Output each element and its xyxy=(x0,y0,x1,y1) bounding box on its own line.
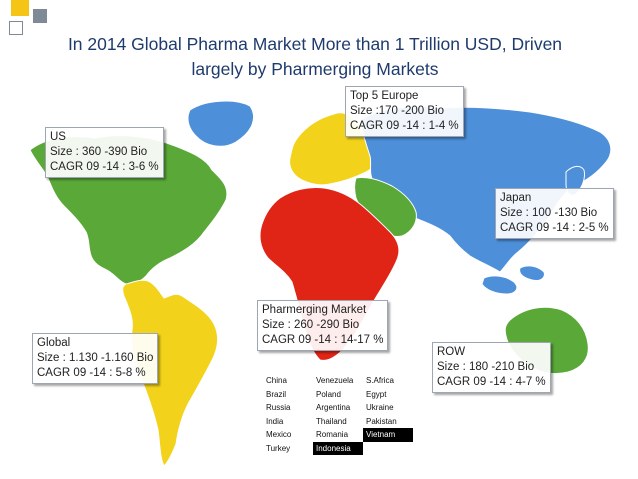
map-region-greenland xyxy=(187,100,254,147)
country-name xyxy=(363,442,413,456)
us-info-box: US Size : 360 -390 Bio CAGR 09 -14 : 3-6… xyxy=(45,127,164,178)
country-row: Russia Argentina Ukraine xyxy=(263,401,413,415)
country-name: India xyxy=(266,416,284,426)
global-size: Size : 1.130 -1.160 Bio xyxy=(37,352,154,364)
us-region-name: US xyxy=(50,131,66,143)
map-region-southeast-asia-islands xyxy=(481,265,545,295)
pharmerging-size: Size : 260 -290 Bio xyxy=(262,319,360,331)
country-row: Mexico Romania Vietnam xyxy=(263,428,413,442)
pharmerging-country-list: China Venezuela S.Africa Brazil Poland E… xyxy=(263,374,413,455)
europe-info-box: Top 5 Europe Size :170 -200 Bio CAGR 09 … xyxy=(345,86,464,137)
row-size: Size : 180 -210 Bio xyxy=(437,361,535,373)
country-name: Pakistan xyxy=(366,416,397,426)
pharmerging-info-box: Pharmerging Market Size : 260 -290 Bio C… xyxy=(257,300,389,351)
corner-square-gray xyxy=(33,9,47,23)
europe-size: Size :170 -200 Bio xyxy=(350,105,444,117)
slide-title: In 2014 Global Pharma Market More than 1… xyxy=(10,32,620,82)
japan-size: Size : 100 -130 Bio xyxy=(500,207,598,219)
country-row: India Thailand Pakistan xyxy=(263,415,413,429)
country-name: S.Africa xyxy=(366,376,395,385)
country-name-highlighted: Vietnam xyxy=(363,428,413,442)
country-name-highlighted: Indonesia xyxy=(313,441,363,455)
country-name: China xyxy=(266,376,287,385)
title-line-1: In 2014 Global Pharma Market More than 1… xyxy=(67,34,563,54)
title-line-2: largely by Pharmerging Markets xyxy=(191,59,439,79)
pharmerging-region-name: Pharmerging Market xyxy=(262,304,367,316)
country-row: Brazil Poland Egypt xyxy=(263,388,413,402)
country-name: Poland xyxy=(316,389,341,399)
japan-region-name: Japan xyxy=(500,192,532,204)
corner-square-yellow xyxy=(11,0,29,16)
country-name: Ukraine xyxy=(366,403,394,412)
country-name: Argentina xyxy=(316,403,351,412)
country-name: Egypt xyxy=(366,389,387,399)
country-row: China Venezuela S.Africa xyxy=(263,374,413,388)
us-size: Size : 360 -390 Bio xyxy=(50,146,148,158)
row-info-box: ROW Size : 180 -210 Bio CAGR 09 -14 : 4-… xyxy=(432,342,551,393)
country-name: Russia xyxy=(266,403,291,412)
country-name: Brazil xyxy=(266,389,287,399)
global-cagr: CAGR 09 -14 : 5-8 % xyxy=(37,367,146,379)
row-region-name: ROW xyxy=(437,346,466,358)
country-name: Thailand xyxy=(316,416,347,426)
japan-cagr: CAGR 09 -14 : 2-5 % xyxy=(500,222,609,234)
country-name: Mexico xyxy=(266,430,292,439)
europe-region-name: Top 5 Europe xyxy=(350,90,419,102)
europe-cagr: CAGR 09 -14 : 1-4 % xyxy=(350,120,459,132)
pharmerging-cagr: CAGR 09 -14 : 14-17 % xyxy=(262,334,384,346)
row-cagr: CAGR 09 -14 : 4-7 % xyxy=(437,376,546,388)
global-region-name: Global xyxy=(37,337,71,349)
country-name: Turkey xyxy=(266,443,291,453)
map-region-middle-east xyxy=(354,177,417,237)
corner-square-outline xyxy=(9,21,23,35)
country-row: Turkey Indonesia xyxy=(263,441,413,456)
country-name: Venezuela xyxy=(316,376,354,385)
global-info-box: Global Size : 1.130 -1.160 Bio CAGR 09 -… xyxy=(32,333,159,384)
japan-info-box: Japan Size : 100 -130 Bio CAGR 09 -14 : … xyxy=(495,188,614,239)
country-name: Romania xyxy=(316,430,349,439)
us-cagr: CAGR 09 -14 : 3-6 % xyxy=(50,161,159,173)
